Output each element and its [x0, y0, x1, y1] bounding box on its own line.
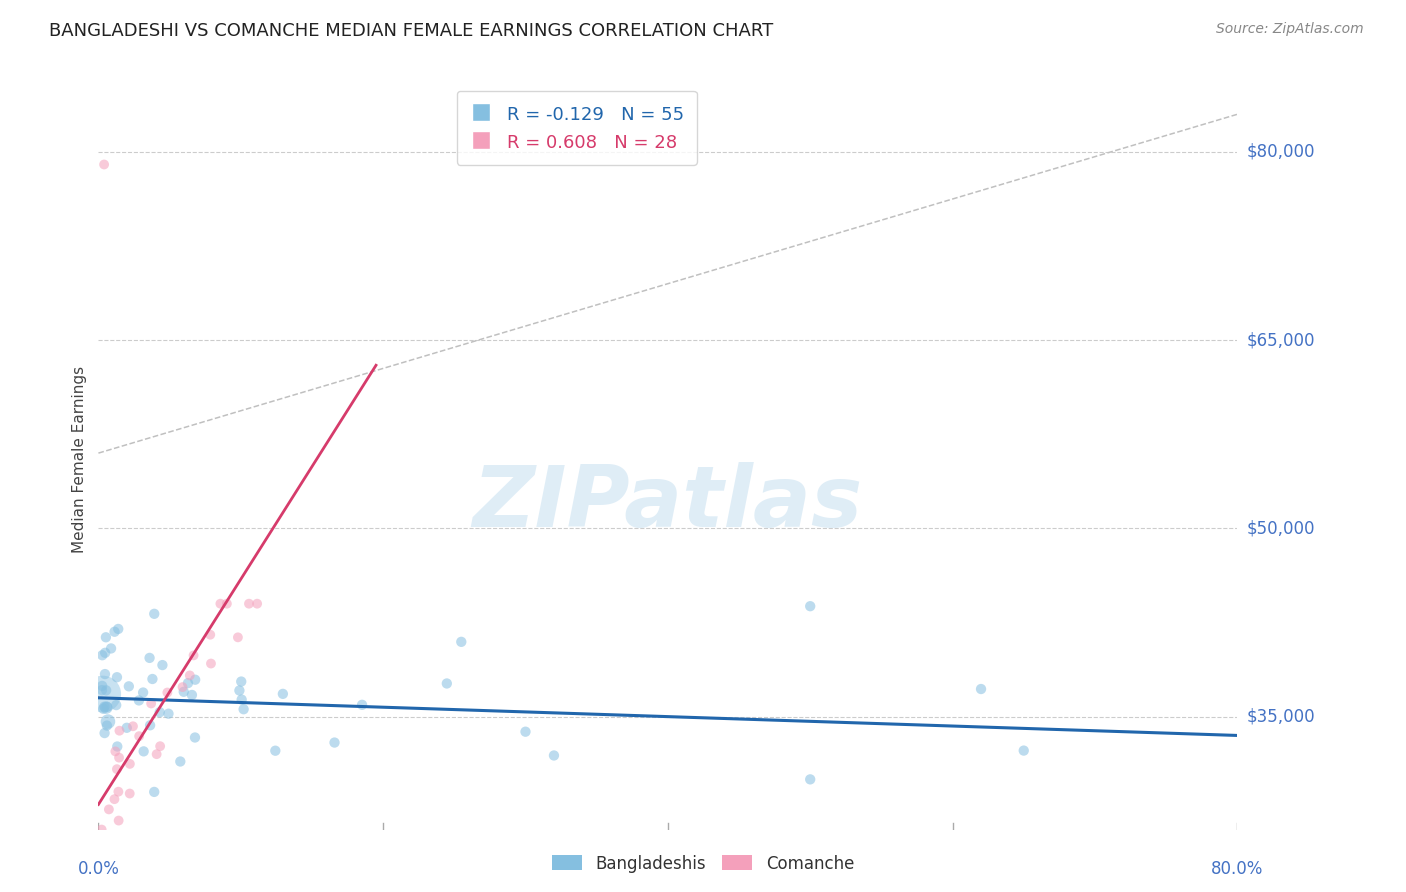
Point [132, 685, 155, 699]
Point [103, 624, 125, 639]
Point [91, 679, 114, 693]
Point [172, 680, 194, 694]
Point [93, 157, 115, 171]
Point [91, 683, 114, 698]
Point [215, 597, 238, 611]
Point [264, 744, 287, 758]
Legend: Bangladeshis, Comanche: Bangladeshis, Comanche [546, 848, 860, 880]
Point [157, 706, 180, 721]
Point [323, 735, 346, 749]
Text: $35,000: $35,000 [1247, 707, 1316, 725]
Point [96, 699, 118, 714]
Point [97, 802, 120, 816]
Point [232, 702, 254, 716]
Point [128, 693, 150, 707]
Point [1012, 743, 1035, 757]
Point [91, 687, 114, 701]
Point [436, 676, 458, 690]
Point [105, 698, 128, 712]
Point [143, 607, 166, 621]
Point [96, 700, 118, 714]
Point [143, 785, 166, 799]
Point [118, 756, 141, 771]
Point [93, 699, 115, 714]
Point [96, 683, 118, 698]
Point [149, 739, 172, 754]
Point [799, 599, 821, 614]
Point [93, 726, 115, 740]
Point [139, 697, 162, 711]
Point [238, 597, 260, 611]
Point [105, 762, 128, 776]
Point [108, 723, 131, 738]
Point [90, 822, 112, 837]
Point [105, 670, 128, 684]
Point [139, 718, 162, 732]
Y-axis label: Median Female Earnings: Median Female Earnings [72, 366, 87, 553]
Point [228, 683, 250, 698]
Text: 80.0%: 80.0% [1211, 860, 1264, 878]
Point [94, 667, 117, 681]
Text: $50,000: $50,000 [1247, 519, 1316, 537]
Point [96, 718, 118, 732]
Point [209, 597, 232, 611]
Point [97, 714, 120, 729]
Point [543, 748, 565, 763]
Point [91, 702, 114, 716]
Point [177, 676, 200, 690]
Point [183, 648, 205, 663]
Text: $65,000: $65,000 [1247, 331, 1316, 349]
Point [246, 597, 269, 611]
Point [94, 646, 117, 660]
Point [179, 668, 201, 682]
Point [156, 685, 179, 699]
Point [173, 685, 195, 699]
Point [132, 744, 155, 758]
Point [118, 787, 141, 801]
Point [108, 750, 131, 764]
Point [231, 674, 253, 689]
Point [970, 681, 993, 696]
Point [128, 729, 150, 743]
Point [271, 687, 294, 701]
Text: BANGLADESHI VS COMANCHE MEDIAN FEMALE EARNINGS CORRELATION CHART: BANGLADESHI VS COMANCHE MEDIAN FEMALE EA… [49, 22, 773, 40]
Point [231, 692, 253, 706]
Point [226, 630, 249, 644]
Point [107, 622, 129, 636]
Point [104, 744, 127, 758]
Text: $80,000: $80,000 [1247, 143, 1316, 161]
Point [799, 772, 821, 787]
Point [107, 785, 129, 799]
Point [145, 747, 167, 761]
Point [141, 672, 163, 686]
Point [103, 792, 125, 806]
Point [152, 658, 174, 673]
Point [184, 673, 207, 687]
Point [100, 641, 122, 656]
Point [149, 705, 172, 719]
Text: 0.0%: 0.0% [77, 860, 120, 878]
Point [169, 755, 191, 769]
Point [105, 739, 128, 754]
Point [181, 688, 204, 702]
Legend: R = -0.129   N = 55, R = 0.608   N = 28: R = -0.129 N = 55, R = 0.608 N = 28 [457, 91, 697, 165]
Point [352, 698, 374, 712]
Point [107, 814, 129, 828]
Text: ZIPatlas: ZIPatlas [472, 462, 863, 545]
Point [450, 635, 472, 649]
Point [200, 628, 222, 642]
Point [515, 724, 537, 739]
Point [94, 630, 117, 644]
Point [200, 657, 222, 671]
Point [115, 721, 138, 735]
Point [118, 679, 141, 693]
Point [91, 648, 114, 663]
Point [184, 731, 207, 745]
Point [138, 651, 160, 665]
Point [122, 719, 145, 733]
Text: Source: ZipAtlas.com: Source: ZipAtlas.com [1216, 22, 1364, 37]
